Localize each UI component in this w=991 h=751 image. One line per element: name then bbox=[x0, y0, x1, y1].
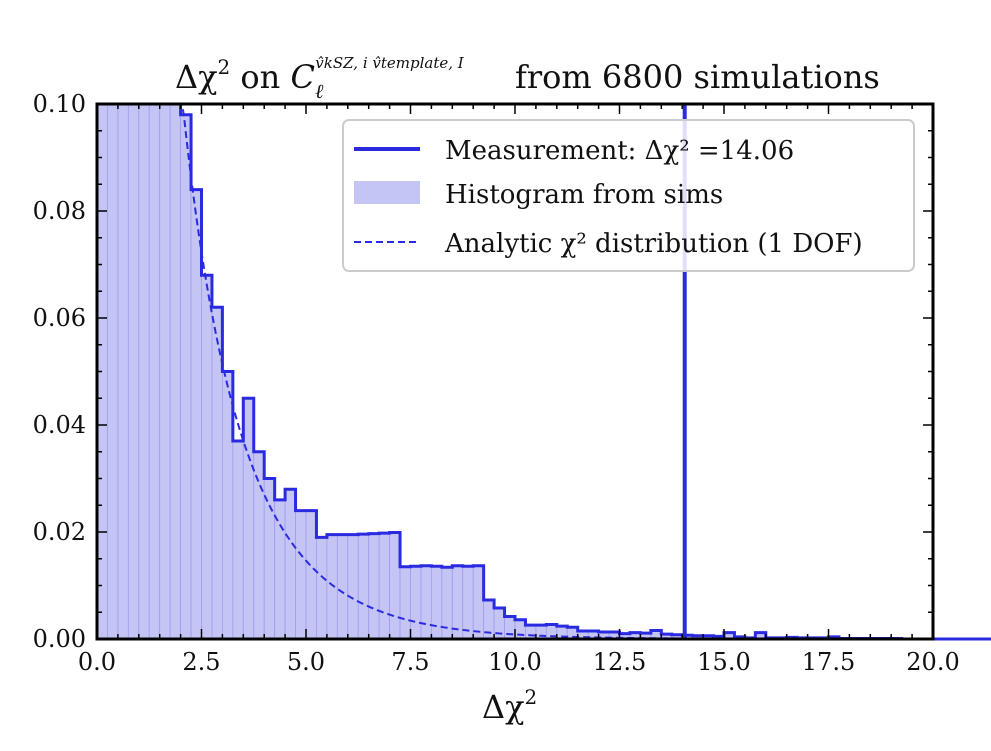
histogram-bar bbox=[148, 103, 161, 640]
histogram-bar bbox=[169, 103, 181, 640]
histogram-bar bbox=[295, 510, 307, 640]
histogram-bar bbox=[107, 103, 119, 640]
histogram-bar bbox=[514, 619, 526, 640]
x-tick-label: 17.5 bbox=[802, 648, 855, 676]
histogram-bar bbox=[399, 566, 411, 640]
histogram-bar bbox=[410, 565, 422, 640]
histogram-bar bbox=[389, 532, 401, 640]
x-tick-label: 10.0 bbox=[488, 648, 541, 676]
x-tick-label: 5.0 bbox=[287, 648, 325, 676]
legend-histogram-swatch bbox=[354, 181, 420, 204]
histogram-bar bbox=[504, 616, 516, 640]
y-tick-label: 0.06 bbox=[33, 304, 86, 332]
histogram-bar bbox=[190, 189, 202, 640]
histogram-bar bbox=[284, 488, 296, 640]
histogram-bar bbox=[242, 397, 255, 640]
x-tick-label: 2.5 bbox=[182, 648, 220, 676]
axis-ticks-group bbox=[96, 103, 934, 640]
histogram-bar bbox=[347, 534, 359, 640]
histogram-bar bbox=[305, 510, 317, 640]
histogram-bar bbox=[117, 103, 129, 640]
legend-analytic-label: Analytic χ² distribution (1 DOF) bbox=[444, 229, 863, 259]
histogram-bar bbox=[357, 533, 370, 640]
y-tick-labels: 0.00 0.02 0.04 0.06 0.08 0.10 bbox=[33, 90, 86, 653]
histogram-bar bbox=[472, 565, 485, 640]
histogram-bar bbox=[138, 103, 150, 640]
histogram-bar bbox=[525, 624, 537, 640]
histogram-bar bbox=[326, 534, 338, 640]
histogram-bar bbox=[430, 565, 443, 640]
legend: Measurement: Δχ² =14.06 Histogram from s… bbox=[342, 119, 915, 272]
y-tick-label: 0.02 bbox=[33, 518, 86, 546]
legend-histogram-label: Histogram from sims bbox=[445, 180, 723, 210]
histogram-bar bbox=[211, 306, 223, 640]
histogram-bar bbox=[263, 478, 276, 640]
histogram-bar bbox=[159, 103, 171, 640]
x-tick-label: 0.0 bbox=[78, 648, 116, 676]
x-tick-labels: 0.0 2.5 5.0 7.5 10.0 12.5 15.0 17.5 20.0 bbox=[78, 648, 960, 676]
x-tick-label: 15.0 bbox=[697, 648, 750, 676]
histogram-bar bbox=[378, 532, 390, 640]
x-tick-label: 20.0 bbox=[906, 648, 959, 676]
histogram-bar bbox=[274, 499, 286, 640]
histogram-bar bbox=[316, 536, 328, 640]
histogram-bar bbox=[253, 451, 265, 640]
x-tick-label: 12.5 bbox=[593, 648, 646, 676]
y-tick-label: 0.10 bbox=[33, 90, 86, 118]
y-tick-label: 0.00 bbox=[33, 625, 86, 653]
histogram-bar bbox=[221, 371, 234, 640]
histogram-bar bbox=[462, 565, 474, 640]
histogram-bar bbox=[368, 533, 380, 640]
legend-measurement-label: Measurement: Δχ² =14.06 bbox=[445, 136, 794, 166]
histogram-bar bbox=[232, 440, 244, 640]
x-tick-label: 7.5 bbox=[391, 648, 429, 676]
legend-box bbox=[342, 119, 915, 272]
histogram-bar bbox=[201, 274, 213, 640]
y-tick-label: 0.04 bbox=[33, 411, 86, 439]
histogram-bar bbox=[336, 534, 349, 640]
x-axis-label: Δχ2 bbox=[482, 685, 537, 726]
y-tick-label: 0.08 bbox=[33, 197, 86, 225]
histogram-bar bbox=[420, 565, 432, 640]
histogram-bar bbox=[127, 103, 140, 640]
histogram-bar bbox=[180, 114, 192, 640]
